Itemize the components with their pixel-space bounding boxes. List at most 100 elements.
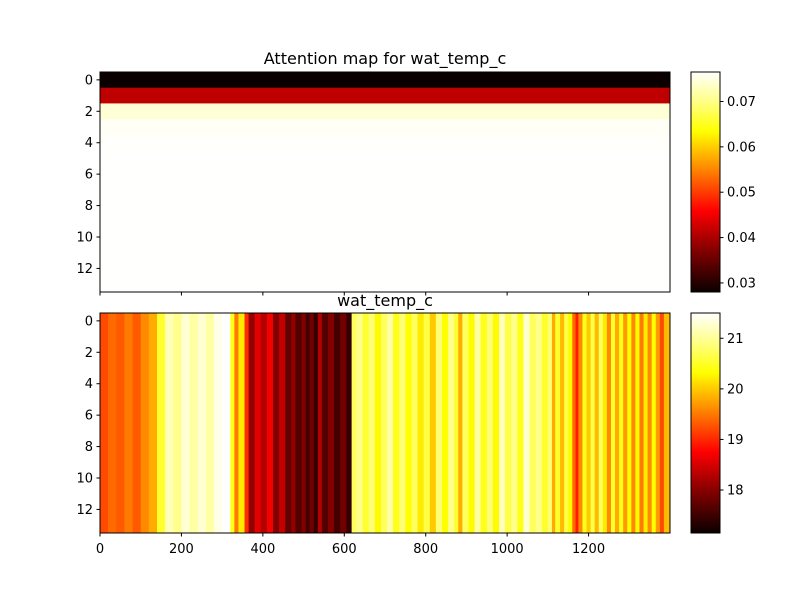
heatmap-column (305, 313, 311, 533)
x-tick-label: 0 (96, 542, 104, 557)
y-tick-label: 4 (85, 136, 93, 151)
heatmap-column (295, 313, 303, 533)
top-y-ticks: 0 2 4 6 8 10 12 (76, 73, 100, 277)
heatmap-column (181, 313, 191, 533)
heatmap-column (627, 313, 632, 533)
heatmap-column (254, 313, 262, 533)
heatmap-column (568, 313, 573, 533)
heatmap-column (291, 313, 296, 533)
heatmap-column (317, 313, 323, 533)
heatmap-column (631, 313, 636, 533)
heatmap-column (244, 313, 250, 533)
heatmap-column (499, 313, 506, 533)
heatmap-column (214, 313, 223, 533)
heatmap-column (623, 313, 628, 533)
y-tick-label: 10 (76, 231, 93, 246)
colorbar-tick-label: 0.07 (727, 95, 756, 110)
heatmap-column (523, 313, 531, 533)
bottom-axes-frame (99, 312, 671, 534)
bottom-colorbar (690, 312, 721, 534)
heatmap-column (387, 313, 394, 533)
heatmap-column (578, 313, 583, 533)
heatmap-column (486, 313, 494, 533)
heatmap-column (454, 313, 459, 533)
heatmap-column (560, 313, 565, 533)
heatmap-column (655, 313, 661, 533)
heatmap-column (285, 313, 292, 533)
heatmap-column (368, 313, 376, 533)
heatmap-row (100, 150, 670, 167)
heatmap-column (132, 313, 142, 533)
heatmap-column (380, 313, 388, 533)
bottom-x-ticks: 0 200 400 600 800 1000 1200 (96, 533, 605, 557)
heatmap-column (351, 313, 357, 533)
heatmap-column (643, 313, 649, 533)
heatmap-column (435, 313, 443, 533)
heatmap-column (458, 313, 463, 533)
y-tick-label: 6 (85, 409, 93, 424)
heatmap-column (474, 313, 482, 533)
bottom-y-ticks: 0 2 4 6 8 10 12 (76, 314, 100, 518)
heatmap-column (189, 313, 199, 533)
heatmap-row (100, 119, 670, 136)
heatmap-column (205, 313, 215, 533)
colorbar-tick-label: 21 (727, 332, 744, 347)
heatmap-row (100, 166, 670, 183)
heatmap-column (639, 313, 645, 533)
heatmap-column (108, 313, 117, 533)
y-tick-label: 0 (85, 73, 93, 88)
heatmap-column (234, 313, 239, 533)
heatmap-row (100, 244, 670, 262)
x-tick-label: 400 (250, 542, 275, 557)
y-tick-label: 8 (85, 199, 93, 214)
heatmap-column (411, 313, 419, 533)
heatmap-column (586, 313, 592, 533)
x-tick-label: 200 (169, 542, 194, 557)
heatmap-column (541, 313, 549, 533)
x-tick-label: 1000 (491, 542, 524, 557)
y-tick-label: 12 (76, 503, 93, 518)
heatmap-column (140, 313, 150, 533)
heatmap-column (615, 313, 620, 533)
heatmap-column (606, 313, 612, 533)
top-x-ticks (99, 292, 590, 296)
heatmap-column (517, 313, 524, 533)
heatmap-column (340, 313, 347, 533)
heatmap-column (346, 313, 353, 533)
y-tick-label: 8 (85, 440, 93, 455)
heatmap-column (417, 313, 425, 533)
heatmap-column (619, 313, 624, 533)
heatmap-column (492, 313, 500, 533)
x-tick-label: 800 (413, 542, 438, 557)
heatmap-column (590, 313, 596, 533)
heatmap-column (173, 313, 182, 533)
heatmap-column (468, 313, 476, 533)
colorbar-tick-label: 0.06 (727, 140, 756, 155)
colorbar-tick-label: 0.05 (727, 186, 756, 201)
heatmap-row (100, 229, 670, 246)
heatmap-column (442, 313, 449, 533)
heatmap-column (313, 313, 319, 533)
heatmap-column (511, 313, 518, 533)
heatmap-column (582, 313, 588, 533)
heatmap-column (505, 313, 512, 533)
y-tick-label: 12 (76, 262, 93, 277)
heatmap-column (374, 313, 382, 533)
bottom-chart-title: wat_temp_c (337, 291, 433, 311)
heatmap-column (321, 313, 329, 533)
y-tick-label: 6 (85, 168, 93, 183)
heatmap-column (602, 313, 608, 533)
heatmap-column (405, 313, 412, 533)
heatmap-column (393, 313, 400, 533)
heatmap-column (551, 313, 556, 533)
heatmap-column (266, 313, 274, 533)
heatmap-column (116, 313, 125, 533)
heatmap-column (273, 313, 280, 533)
heatmap-row (100, 197, 670, 214)
heatmap-column (222, 313, 231, 533)
heatmap-column (100, 313, 109, 533)
heatmap-column (309, 313, 315, 533)
top-colorbar (690, 71, 721, 293)
heatmap-column (575, 313, 579, 533)
colorbar-tick-label: 20 (727, 382, 744, 397)
